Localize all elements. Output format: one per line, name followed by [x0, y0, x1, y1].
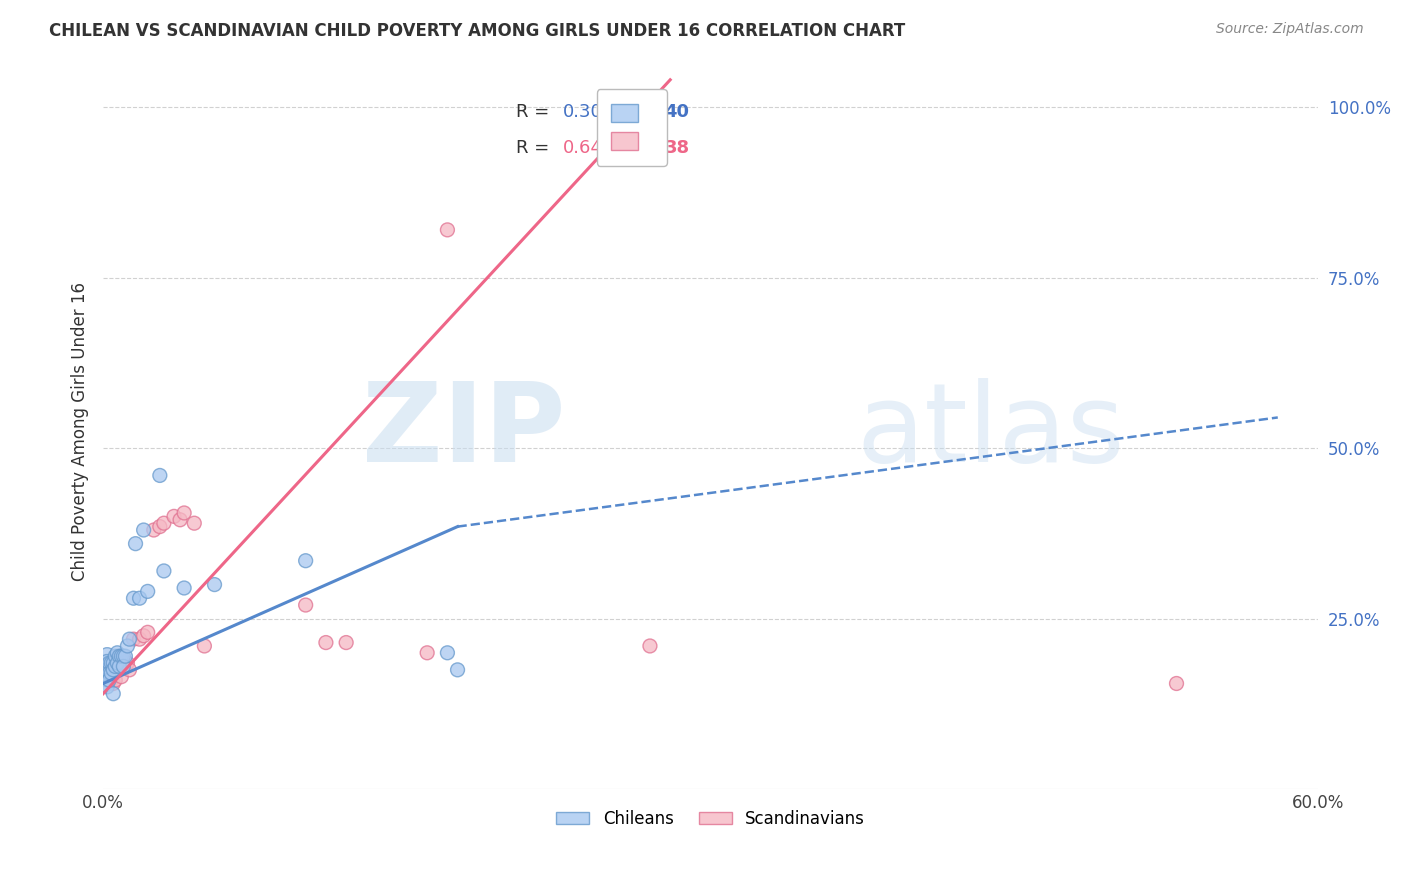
Point: [105, 656, 128, 670]
Point: [104, 649, 127, 664]
Point: [163, 509, 186, 524]
Text: ZIP: ZIP: [361, 377, 565, 484]
Point: [335, 635, 357, 649]
Point: [100, 673, 122, 687]
Point: [149, 468, 172, 483]
Point: [112, 649, 135, 664]
Text: 40: 40: [665, 103, 689, 121]
Point: [105, 646, 128, 660]
Point: [96, 663, 118, 677]
Point: [94, 670, 117, 684]
Point: [96, 670, 118, 684]
Point: [110, 670, 132, 684]
Point: [118, 663, 141, 677]
Point: [114, 649, 136, 664]
Point: [169, 513, 191, 527]
Point: [94, 676, 117, 690]
Point: [104, 659, 127, 673]
Point: [436, 223, 458, 237]
Point: [173, 506, 195, 520]
Point: [1166, 676, 1188, 690]
Point: [108, 659, 131, 673]
Point: [117, 656, 139, 670]
Point: [204, 577, 226, 591]
Point: [100, 666, 122, 681]
Point: [128, 632, 150, 647]
Point: [104, 673, 127, 687]
Point: [132, 629, 155, 643]
Text: 38: 38: [665, 139, 690, 157]
Point: [149, 519, 172, 533]
Point: [98, 663, 121, 677]
Point: [173, 581, 195, 595]
Point: [112, 656, 135, 670]
Point: [94, 663, 117, 677]
Point: [436, 646, 458, 660]
Text: 0.645: 0.645: [562, 139, 614, 157]
Point: [136, 625, 159, 640]
Text: 0.302: 0.302: [562, 103, 613, 121]
Point: [193, 639, 215, 653]
Y-axis label: Child Poverty Among Girls Under 16: Child Poverty Among Girls Under 16: [72, 282, 89, 581]
Point: [638, 639, 661, 653]
Point: [118, 632, 141, 647]
Point: [96, 673, 118, 687]
Point: [294, 554, 316, 568]
Point: [96, 656, 118, 670]
Legend: Chileans, Scandinavians: Chileans, Scandinavians: [550, 804, 872, 835]
Point: [122, 591, 145, 606]
Point: [416, 646, 439, 660]
Point: [104, 663, 127, 677]
Text: N =: N =: [623, 103, 664, 121]
Text: Source: ZipAtlas.com: Source: ZipAtlas.com: [1216, 22, 1364, 37]
Point: [153, 564, 176, 578]
Point: [94, 663, 117, 677]
Text: atlas: atlas: [856, 377, 1125, 484]
Point: [122, 632, 145, 647]
Point: [117, 639, 139, 653]
Point: [108, 649, 131, 664]
Point: [98, 656, 121, 670]
Point: [114, 659, 136, 673]
Point: [315, 635, 337, 649]
Point: [98, 673, 121, 687]
Point: [128, 591, 150, 606]
Point: [100, 663, 122, 677]
Point: [294, 598, 316, 612]
Point: [96, 680, 118, 694]
Point: [183, 516, 205, 531]
Point: [132, 523, 155, 537]
Text: N =: N =: [623, 139, 664, 157]
Point: [103, 676, 125, 690]
Point: [105, 663, 128, 677]
Point: [94, 670, 117, 684]
Point: [98, 673, 121, 687]
Point: [142, 523, 165, 537]
Point: [100, 656, 122, 670]
Text: R =: R =: [516, 139, 555, 157]
Point: [136, 584, 159, 599]
Text: R =: R =: [516, 103, 555, 121]
Point: [98, 666, 121, 681]
Point: [96, 663, 118, 677]
Point: [112, 659, 135, 673]
Point: [103, 663, 125, 677]
Point: [103, 663, 125, 677]
Text: CHILEAN VS SCANDINAVIAN CHILD POVERTY AMONG GIRLS UNDER 16 CORRELATION CHART: CHILEAN VS SCANDINAVIAN CHILD POVERTY AM…: [49, 22, 905, 40]
Point: [108, 663, 131, 677]
Point: [153, 516, 176, 531]
Point: [103, 656, 125, 670]
Point: [96, 649, 118, 664]
Point: [124, 536, 146, 550]
Point: [446, 663, 468, 677]
Point: [103, 687, 125, 701]
Point: [110, 649, 132, 664]
